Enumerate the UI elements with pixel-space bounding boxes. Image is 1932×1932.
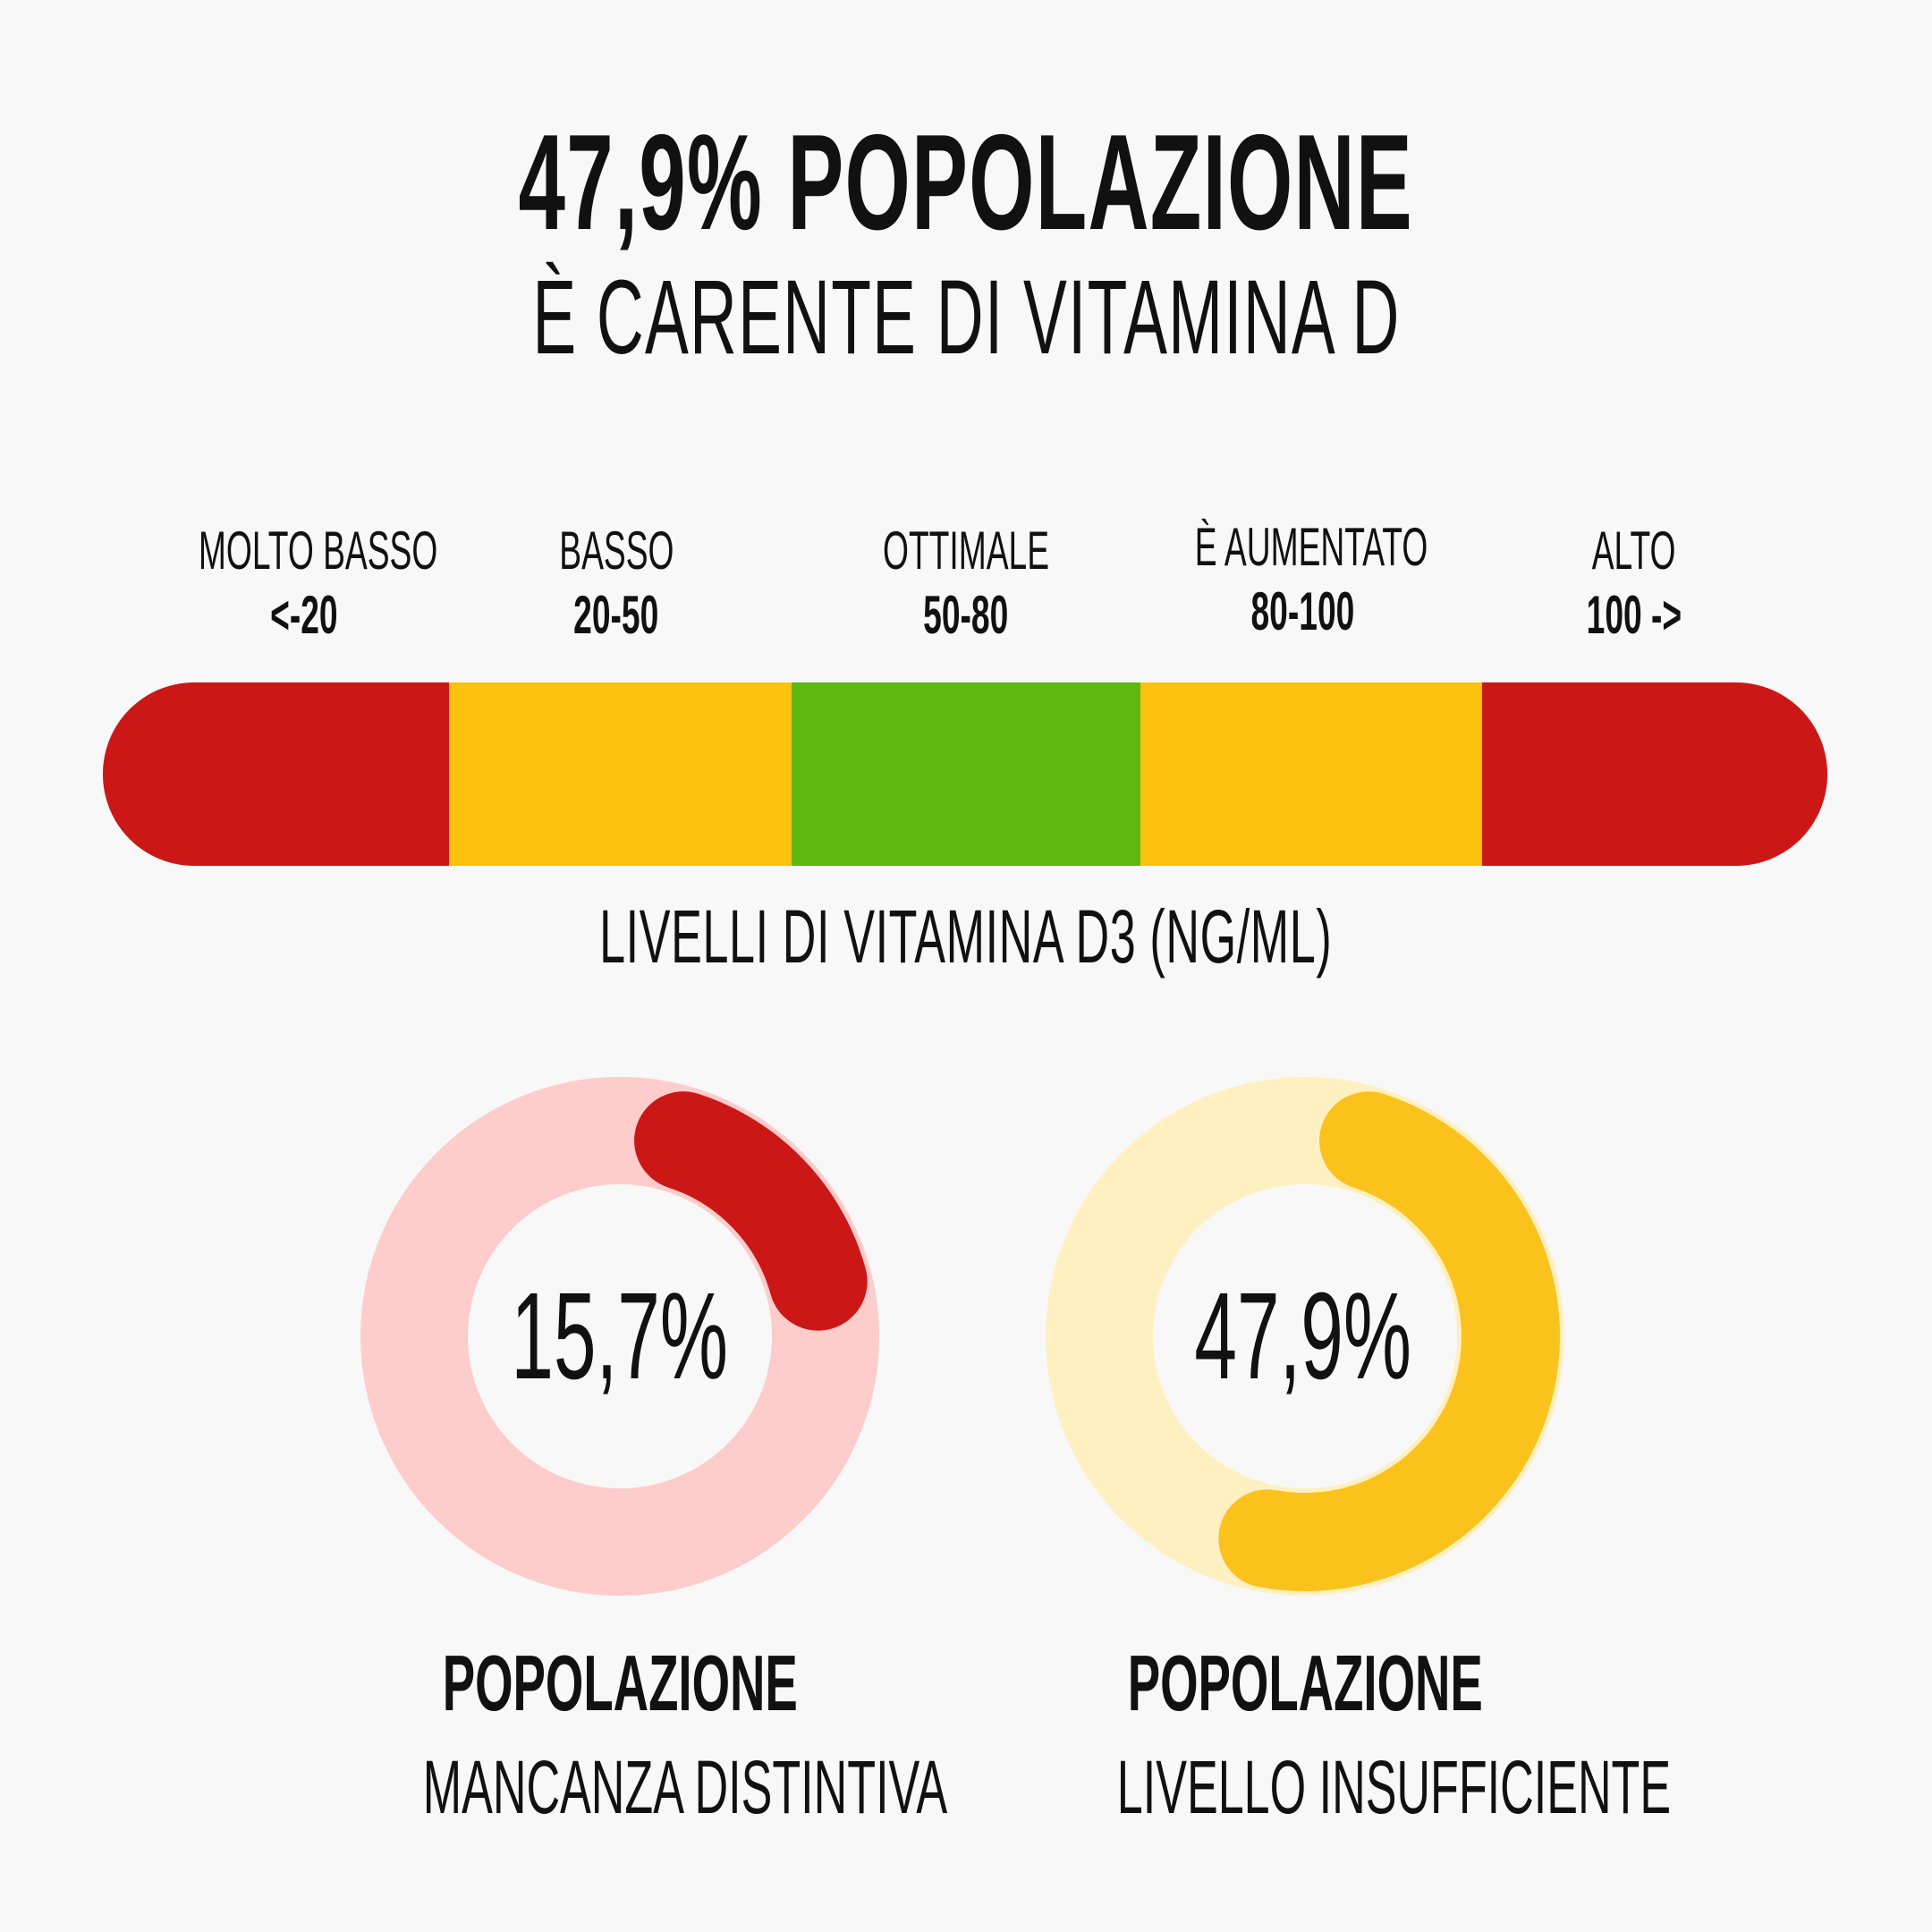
donut-arc: [1218, 1091, 1560, 1591]
bar-segment-aumentato: [1140, 682, 1482, 866]
zone-range: 50-80: [923, 585, 1009, 645]
zone-name: È AUMENTATO: [1194, 517, 1428, 577]
bar-caption: LIVELLI DI VITAMINA D3 (NG/ML): [0, 899, 1932, 974]
bar-segment-basso: [449, 682, 792, 866]
page-subtitle: È CARENTE DI VITAMINA D: [0, 265, 1932, 370]
zone-name: BASSO: [558, 521, 674, 580]
zone-range: <-20: [270, 585, 338, 645]
donut-value-insufficient: 47,9%: [1035, 1275, 1572, 1398]
donut-track: [360, 1077, 879, 1596]
donut-arc: [634, 1091, 868, 1331]
donut-label-subtitle: LIVELLO INSUFFICIENTE: [1116, 1745, 1672, 1829]
vitamin-level-bar: [103, 682, 1827, 866]
donut-label-title: POPOLAZIONE: [442, 1639, 798, 1727]
page-subtitle-text: È CARENTE DI VITAMINA D: [531, 258, 1401, 377]
page-title-text: 47,9% POPOLAZIONE: [518, 106, 1414, 258]
zone-label-basso: BASSO 20-50: [437, 519, 795, 648]
zone-name: OTTIMALE: [882, 521, 1050, 580]
zone-range: 80-100: [1250, 581, 1354, 641]
zone-range: 100 ->: [1586, 585, 1682, 645]
donut-label-insufficient: POPOLAZIONE LIVELLO INSUFFICIENTE: [947, 1639, 1671, 1826]
page-title: 47,9% POPOLAZIONE: [0, 114, 1932, 250]
zone-name: ALTO: [1592, 521, 1676, 580]
zone-label-ottimale: OTTIMALE 50-80: [787, 519, 1145, 648]
donut-label-subtitle: MANCANZA DISTINTIVA: [422, 1745, 948, 1829]
zone-name: MOLTO BASSO: [198, 521, 438, 580]
donut-label-title: POPOLAZIONE: [1127, 1639, 1483, 1727]
donut-chart-deficiency: [360, 1077, 879, 1596]
zone-range: 20-50: [573, 585, 659, 645]
zone-label-alto: ALTO 100 ->: [1455, 519, 1813, 648]
donut-value-deficiency: 15,7%: [352, 1275, 888, 1398]
bar-caption-text: LIVELLI DI VITAMINA D3 (NG/ML): [599, 894, 1333, 979]
bar-segment-molto-basso: [103, 682, 449, 866]
donut-chart-insufficient: [1046, 1077, 1564, 1596]
donut-value-text: 15,7%: [511, 1267, 729, 1405]
bar-segment-alto: [1482, 682, 1827, 866]
donut-label-deficiency: POPOLAZIONE MANCANZA DISTINTIVA: [262, 1639, 978, 1829]
zone-label-aumentato: È AUMENTATO 80-100: [1123, 515, 1481, 644]
zone-label-molto-basso: MOLTO BASSO <-20: [125, 519, 483, 648]
bar-segment-ottimale: [792, 682, 1140, 866]
donut-value-text: 47,9%: [1194, 1267, 1412, 1405]
